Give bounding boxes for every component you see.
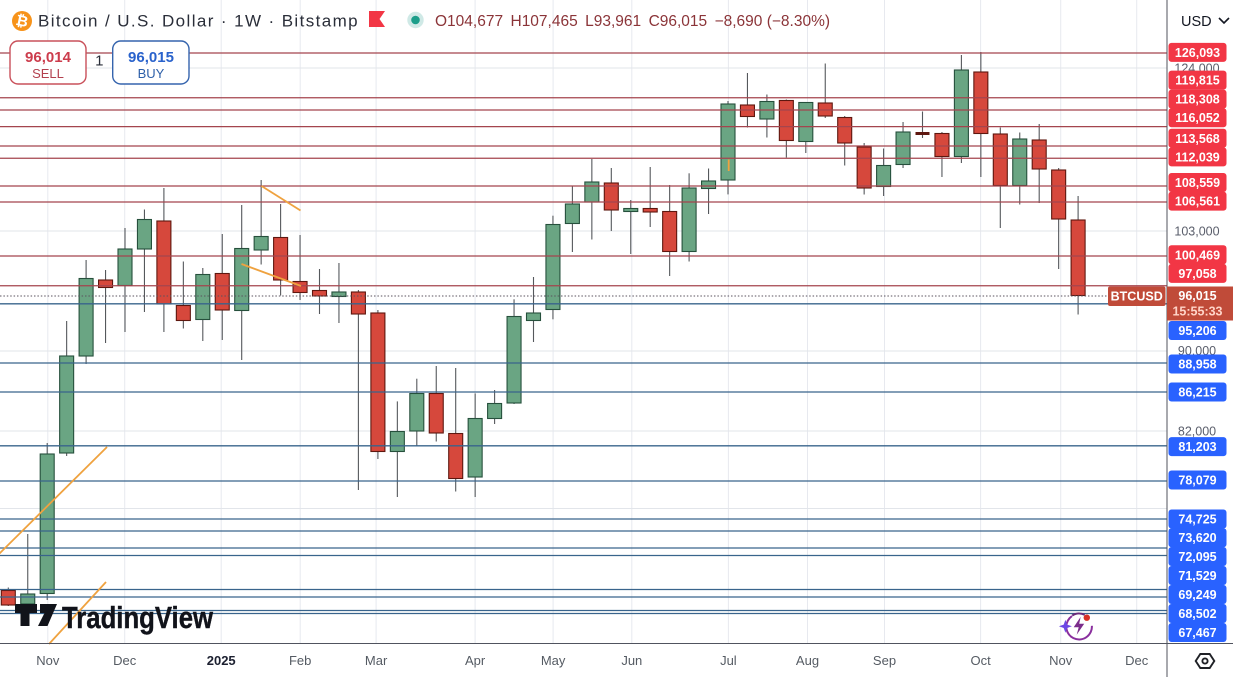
svg-text:68,502: 68,502 [1178, 607, 1216, 621]
svg-text:TradingView: TradingView [62, 600, 214, 635]
svg-text:112,039: 112,039 [1175, 150, 1220, 164]
svg-text:Bitcoin / U.S. Dollar · 1W · B: Bitcoin / U.S. Dollar · 1W · Bitstamp [38, 12, 359, 31]
svg-text:Feb: Feb [289, 653, 311, 668]
svg-text:103,000: 103,000 [1174, 225, 1219, 239]
svg-text:113,568: 113,568 [1175, 132, 1220, 146]
svg-text:BTCUSD: BTCUSD [1111, 290, 1163, 304]
svg-text:BUY: BUY [138, 66, 165, 81]
svg-text:95,206: 95,206 [1178, 324, 1216, 338]
svg-text:118,308: 118,308 [1175, 93, 1220, 107]
svg-text:96,015: 96,015 [128, 49, 174, 66]
svg-text:May: May [541, 653, 566, 668]
svg-text:88,958: 88,958 [1178, 358, 1216, 372]
svg-text:Sep: Sep [873, 653, 896, 668]
svg-text:86,215: 86,215 [1178, 386, 1216, 400]
svg-text:Apr: Apr [465, 653, 486, 668]
svg-text:Jun: Jun [621, 653, 642, 668]
svg-text:2025: 2025 [207, 653, 236, 668]
svg-text:74,725: 74,725 [1178, 513, 1216, 527]
svg-text:72,095: 72,095 [1178, 550, 1216, 564]
svg-text:67,467: 67,467 [1178, 626, 1216, 640]
svg-text:Nov: Nov [1049, 653, 1073, 668]
svg-text:96,015: 96,015 [1178, 289, 1216, 303]
svg-text:119,815: 119,815 [1175, 74, 1220, 88]
svg-text:100,469: 100,469 [1175, 248, 1220, 262]
svg-text:81,203: 81,203 [1178, 440, 1216, 454]
svg-text:Oct: Oct [970, 653, 991, 668]
svg-text:SELL: SELL [32, 66, 64, 81]
svg-text:1: 1 [95, 53, 103, 70]
svg-text:116,052: 116,052 [1175, 111, 1220, 125]
svg-text:15:55:33: 15:55:33 [1172, 305, 1222, 319]
svg-text:₿: ₿ [14, 12, 30, 31]
svg-text:USD: USD [1181, 14, 1212, 30]
svg-text:Aug: Aug [796, 653, 819, 668]
svg-text:96,014: 96,014 [25, 49, 72, 66]
svg-text:Mar: Mar [365, 653, 388, 668]
svg-text:97,058: 97,058 [1178, 267, 1216, 281]
svg-text:Dec: Dec [1125, 653, 1149, 668]
svg-text:106,561: 106,561 [1175, 195, 1220, 209]
svg-text:Dec: Dec [113, 653, 137, 668]
svg-text:Jul: Jul [720, 653, 737, 668]
svg-text:Nov: Nov [36, 653, 60, 668]
svg-text:O104,677 H107,465 L93,961 C: O104,677 H107,465 L93,961 C96,015 −8,690… [435, 13, 830, 30]
svg-text:78,079: 78,079 [1178, 474, 1216, 488]
svg-text:73,620: 73,620 [1178, 531, 1216, 545]
svg-text:126,093: 126,093 [1175, 46, 1220, 60]
svg-text:69,249: 69,249 [1178, 588, 1216, 602]
svg-text:71,529: 71,529 [1178, 569, 1216, 583]
svg-text:108,559: 108,559 [1175, 176, 1220, 190]
svg-text:82,000: 82,000 [1178, 424, 1216, 438]
